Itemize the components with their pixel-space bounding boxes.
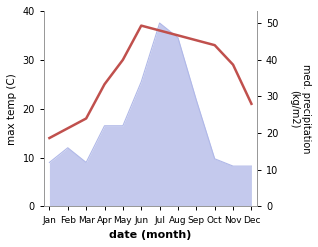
Y-axis label: max temp (C): max temp (C) [7,73,17,144]
Y-axis label: med. precipitation
(kg/m2): med. precipitation (kg/m2) [289,64,311,153]
X-axis label: date (month): date (month) [109,230,192,240]
